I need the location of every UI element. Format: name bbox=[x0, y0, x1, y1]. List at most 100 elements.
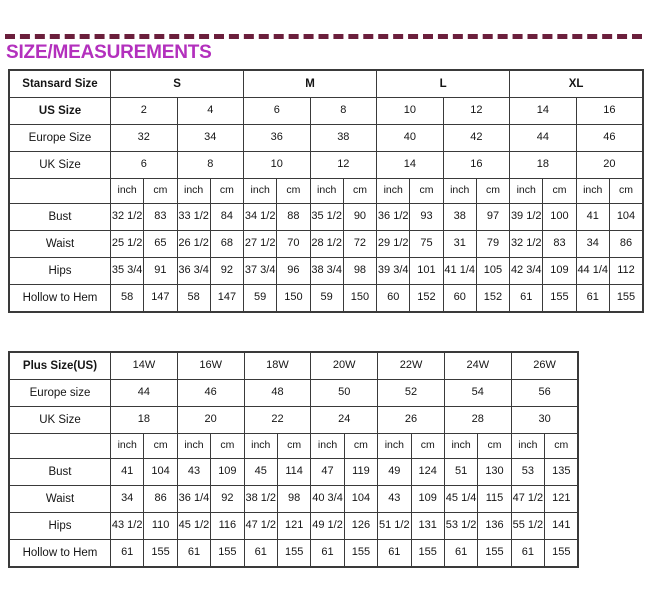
size-group-header: XL bbox=[509, 70, 644, 98]
row-label: Bust bbox=[9, 458, 111, 486]
size-group-header: M bbox=[243, 70, 378, 98]
measure-value: 97 bbox=[475, 203, 511, 231]
unit-row-blank bbox=[9, 433, 111, 459]
size-value: 22 bbox=[243, 406, 312, 434]
table-row: Hips 43 1/2 110 45 1/2 116 47 1/2 121 49 1/2 126… bbox=[9, 512, 579, 540]
size-value: 18 bbox=[110, 406, 178, 434]
plus-size-header: 20W bbox=[310, 352, 379, 380]
measure-value: 104 bbox=[343, 485, 379, 513]
measure-value: 84 bbox=[209, 203, 245, 231]
unit-header: inch bbox=[377, 433, 412, 459]
measure-value: 39 1/2 bbox=[509, 203, 544, 231]
table-row: Europe Size 32 34 36 38 40 42 44 46 bbox=[9, 124, 644, 152]
unit-header: cm bbox=[276, 178, 311, 204]
measure-value: 104 bbox=[608, 203, 644, 231]
measure-value: 155 bbox=[477, 539, 512, 567]
table-row: Bust 32 1/2 83 33 1/2 84 34 1/2 88 35 1/2 90 36 1… bbox=[9, 203, 644, 231]
measure-value: 60 bbox=[376, 284, 411, 312]
measure-value: 124 bbox=[410, 458, 445, 486]
unit-header: cm bbox=[608, 178, 644, 204]
row-label: Hollow to Hem bbox=[9, 539, 111, 567]
unit-header: cm bbox=[475, 178, 511, 204]
measure-value: 155 bbox=[410, 539, 445, 567]
size-value: 32 bbox=[110, 124, 178, 152]
measure-value: 45 1/2 bbox=[176, 512, 212, 540]
size-value: 50 bbox=[310, 379, 379, 407]
measure-value: 98 bbox=[276, 485, 312, 513]
size-value: 44 bbox=[110, 379, 178, 407]
measure-value: 59 bbox=[309, 284, 344, 312]
size-value: 16 bbox=[575, 97, 644, 125]
measure-value: 105 bbox=[475, 257, 511, 285]
measure-value: 121 bbox=[276, 512, 312, 540]
table-row: UK Size 6 8 10 12 14 16 18 20 bbox=[9, 151, 644, 179]
measure-value: 60 bbox=[442, 284, 477, 312]
measure-value: 44 1/4 bbox=[575, 257, 610, 285]
measure-value: 53 1/2 bbox=[443, 512, 479, 540]
table-row: inch cm inch cm inch cm inch cm inch cm inch cm inch… bbox=[9, 433, 579, 459]
plus-size-header: 26W bbox=[510, 352, 579, 380]
measure-value: 121 bbox=[544, 485, 579, 513]
measure-value: 51 bbox=[443, 458, 479, 486]
measure-value: 155 bbox=[343, 539, 379, 567]
measure-value: 92 bbox=[210, 485, 245, 513]
measure-value: 112 bbox=[608, 257, 644, 285]
size-value: 26 bbox=[377, 406, 445, 434]
measure-value: 33 1/2 bbox=[176, 203, 211, 231]
size-group-header: S bbox=[109, 70, 245, 98]
unit-header: inch bbox=[309, 178, 344, 204]
measure-value: 27 1/2 bbox=[243, 230, 278, 258]
size-value: 48 bbox=[243, 379, 312, 407]
row-label: UK Size bbox=[9, 151, 111, 179]
size-value: 16 bbox=[442, 151, 511, 179]
unit-header: cm bbox=[143, 433, 178, 459]
measure-value: 61 bbox=[176, 539, 212, 567]
measure-value: 152 bbox=[409, 284, 444, 312]
table-row: Bust 41 104 43 109 45 114 47 119 49 124 51 130 53 135 bbox=[9, 458, 579, 486]
row-label: Waist bbox=[9, 485, 111, 513]
size-value: 6 bbox=[110, 151, 178, 179]
size-value: 42 bbox=[442, 124, 511, 152]
measure-value: 90 bbox=[342, 203, 378, 231]
measure-value: 152 bbox=[475, 284, 511, 312]
measure-value: 43 bbox=[377, 485, 412, 513]
measure-value: 43 bbox=[176, 458, 212, 486]
measure-value: 61 bbox=[575, 284, 610, 312]
measure-value: 26 1/2 bbox=[176, 230, 211, 258]
unit-header: cm bbox=[209, 178, 245, 204]
table-row: inch cm inch cm inch cm inch cm inch cm inch cm inch… bbox=[9, 178, 644, 204]
measure-value: 147 bbox=[143, 284, 178, 312]
measure-value: 126 bbox=[343, 512, 379, 540]
measure-value: 91 bbox=[143, 257, 178, 285]
measure-value: 34 bbox=[109, 485, 145, 513]
size-value: 2 bbox=[110, 97, 178, 125]
standard-size-table: Stansard Size S M L XL US Size 2 4 6 8 10 12 14 16 Eur… bbox=[7, 69, 645, 313]
measure-value: 155 bbox=[544, 539, 579, 567]
table-row: UK Size 18 20 22 24 26 28 30 bbox=[9, 406, 579, 434]
size-value: 12 bbox=[309, 151, 378, 179]
unit-header: inch bbox=[376, 178, 411, 204]
measure-value: 147 bbox=[209, 284, 245, 312]
measure-value: 130 bbox=[477, 458, 512, 486]
measure-value: 47 bbox=[310, 458, 345, 486]
measure-value: 38 3/4 bbox=[309, 257, 344, 285]
measure-value: 32 1/2 bbox=[109, 203, 145, 231]
measure-value: 119 bbox=[343, 458, 379, 486]
measure-value: 100 bbox=[542, 203, 577, 231]
measure-value: 61 bbox=[510, 539, 546, 567]
measure-value: 104 bbox=[143, 458, 178, 486]
top-dashed-rule bbox=[5, 34, 642, 39]
measure-value: 155 bbox=[276, 539, 312, 567]
measure-value: 68 bbox=[209, 230, 245, 258]
measure-value: 61 bbox=[310, 539, 345, 567]
size-value: 46 bbox=[176, 379, 245, 407]
measure-value: 32 1/2 bbox=[509, 230, 544, 258]
measure-value: 61 bbox=[243, 539, 278, 567]
plus-corner-label: Plus Size(US) bbox=[9, 352, 111, 380]
row-label: US Size bbox=[9, 97, 111, 125]
measure-value: 83 bbox=[542, 230, 577, 258]
table-row: US Size 2 4 6 8 10 12 14 16 bbox=[9, 97, 644, 125]
measure-value: 41 bbox=[109, 458, 145, 486]
unit-header: cm bbox=[343, 433, 379, 459]
unit-header: inch bbox=[243, 433, 278, 459]
